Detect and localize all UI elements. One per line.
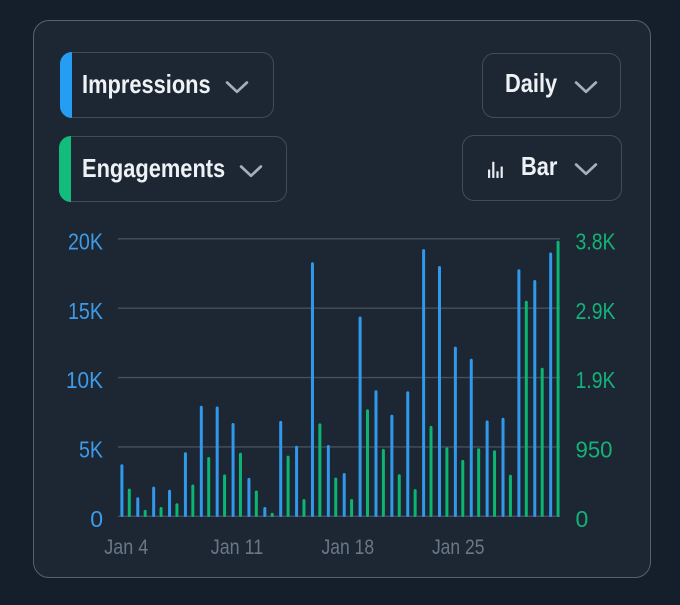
svg-text:Jan 4: Jan 4 [104,536,148,559]
svg-text:Jan 18: Jan 18 [322,536,375,559]
svg-text:1.9K: 1.9K [576,367,617,393]
svg-text:Jan 25: Jan 25 [432,536,485,559]
svg-text:15K: 15K [68,298,104,324]
svg-text:0: 0 [90,506,103,532]
svg-text:Jan 11: Jan 11 [211,536,264,559]
svg-text:0: 0 [576,506,589,532]
svg-text:3.8K: 3.8K [576,228,617,254]
svg-text:20K: 20K [68,228,104,254]
svg-text:5K: 5K [79,437,104,463]
svg-text:10K: 10K [66,367,104,393]
svg-text:950: 950 [576,437,613,463]
svg-text:2.9K: 2.9K [576,298,617,324]
